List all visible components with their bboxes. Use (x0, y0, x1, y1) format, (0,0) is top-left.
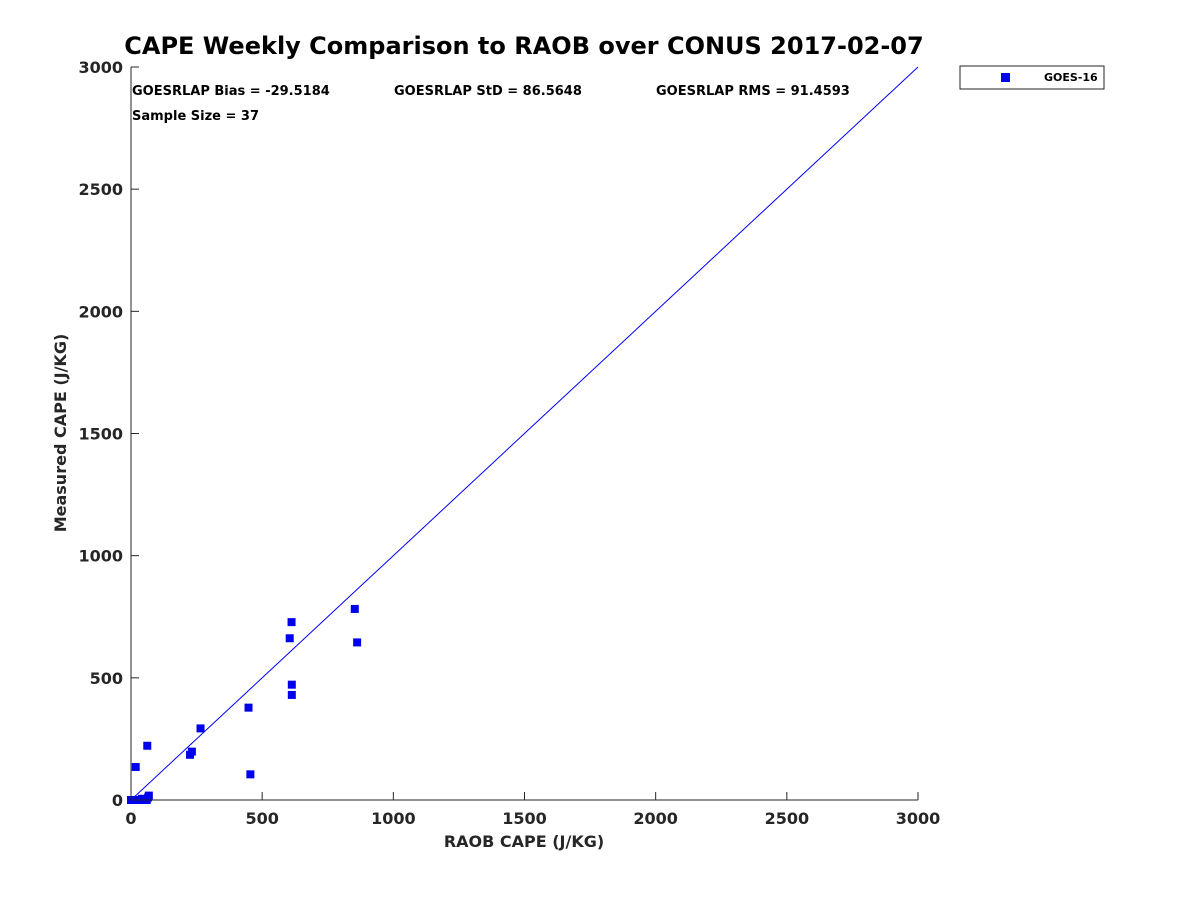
data-point (287, 618, 296, 627)
legend: GOES-16 (959, 65, 1105, 90)
one-to-one-line (130, 66, 919, 801)
data-point (287, 680, 296, 689)
x-tick-label: 3000 (896, 809, 941, 828)
y-ticks: 0 500 1000 1500 2000 2500 3000 (78, 58, 139, 810)
bias-annotation: GOESRLAP Bias = -29.5184 (132, 84, 330, 99)
rms-annotation: GOESRLAP RMS = 91.4593 (656, 84, 850, 99)
legend-entry-goes-16: GOES-16 (1044, 71, 1098, 84)
x-ticks: 0 500 1000 1500 2000 2500 3000 (125, 792, 940, 828)
y-tick-label: 0 (112, 791, 123, 810)
x-axis-label: RAOB CAPE (J/KG) (444, 832, 604, 851)
x-tick-label: 2500 (765, 809, 810, 828)
data-point (144, 793, 153, 802)
legend-box (959, 65, 1105, 90)
y-tick-label: 2500 (78, 180, 123, 199)
data-point (287, 690, 296, 699)
x-tick-label: 1500 (502, 809, 547, 828)
y-tick-label: 2000 (78, 302, 123, 321)
x-tick-label: 500 (245, 809, 278, 828)
y-tick-label: 1500 (78, 425, 123, 444)
y-tick-label: 500 (90, 669, 123, 688)
x-tick-label: 1000 (371, 809, 416, 828)
data-point (244, 703, 253, 712)
y-tick-label: 3000 (78, 58, 123, 77)
data-point (187, 747, 196, 756)
std-annotation: GOESRLAP StD = 86.5648 (394, 84, 582, 99)
y-tick-label: 1000 (78, 547, 123, 566)
data-point (353, 638, 362, 647)
data-point (350, 604, 359, 613)
x-tick-label: 2000 (633, 809, 678, 828)
x-tick-label: 0 (125, 809, 136, 828)
legend-marker (1001, 73, 1010, 82)
data-point (131, 763, 140, 772)
y-axis-label: Measured CAPE (J/KG) (51, 334, 70, 533)
chart-title: CAPE Weekly Comparison to RAOB over CONU… (124, 32, 923, 60)
sample-size-annotation: Sample Size = 37 (132, 109, 259, 124)
reference-line-layer (130, 66, 919, 801)
data-point (196, 724, 205, 733)
data-point (143, 741, 152, 750)
data-point (246, 770, 255, 779)
data-point (285, 634, 294, 643)
